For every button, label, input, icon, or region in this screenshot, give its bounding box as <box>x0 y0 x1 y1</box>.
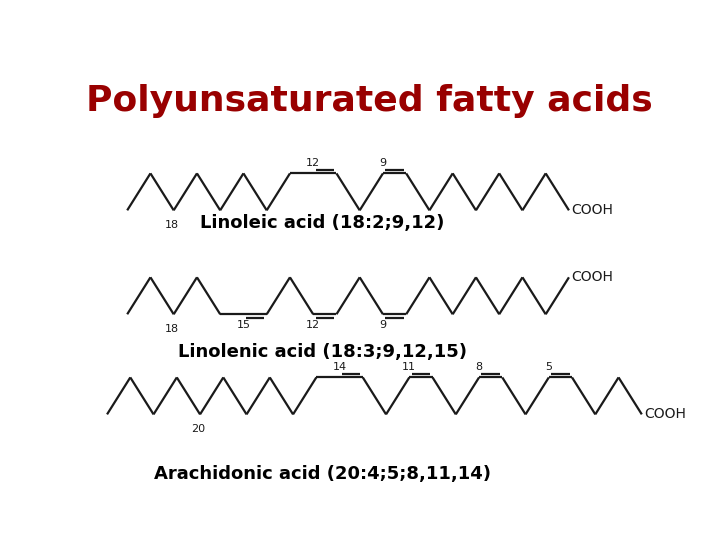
Text: 9: 9 <box>379 158 387 168</box>
Text: 20: 20 <box>192 423 206 434</box>
Text: 15: 15 <box>236 320 251 329</box>
Text: COOH: COOH <box>571 271 613 285</box>
Text: 12: 12 <box>306 320 320 329</box>
Text: 14: 14 <box>333 362 346 372</box>
Text: Polyunsaturated fatty acids: Polyunsaturated fatty acids <box>86 84 652 118</box>
Text: 5: 5 <box>545 362 552 372</box>
Text: 9: 9 <box>379 320 387 329</box>
Text: COOH: COOH <box>571 204 613 217</box>
Text: 12: 12 <box>306 158 320 168</box>
Text: 18: 18 <box>165 323 179 334</box>
Text: 18: 18 <box>165 220 179 229</box>
Text: Arachidonic acid (20:4;5;8,11,14): Arachidonic acid (20:4;5;8,11,14) <box>154 465 491 483</box>
Text: Linolenic acid (18:3;9,12,15): Linolenic acid (18:3;9,12,15) <box>178 343 467 361</box>
Text: COOH: COOH <box>644 407 686 421</box>
Text: Linoleic acid (18:2;9,12): Linoleic acid (18:2;9,12) <box>200 214 445 232</box>
Text: 8: 8 <box>475 362 482 372</box>
Text: 11: 11 <box>402 362 416 372</box>
